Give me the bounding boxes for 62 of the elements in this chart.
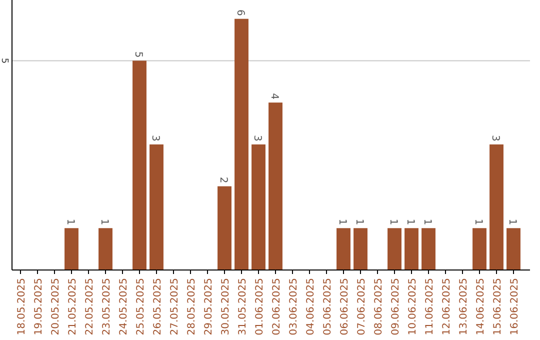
bar [150, 144, 164, 270]
data-label: 2 [218, 176, 228, 184]
x-tick-label: 10.06.2025 [408, 278, 418, 336]
data-label: 1 [336, 218, 348, 226]
bar [98, 228, 112, 270]
bar [132, 60, 146, 270]
x-tick-label: 05.06.2025 [322, 278, 334, 336]
x-tick-label: 22.05.2025 [84, 278, 96, 336]
bar [336, 228, 350, 270]
x-tick-label: 06.06.2025 [340, 278, 350, 336]
x-tick-label: 01.06.2025 [254, 278, 266, 336]
bar [404, 228, 418, 270]
x-tick-label: 13.06.2025 [458, 278, 470, 336]
data-label: 4 [268, 93, 280, 100]
x-tick-label: 19.05.2025 [34, 278, 44, 336]
data-label: 6 [234, 9, 246, 16]
x-tick-label: 09.06.2025 [390, 278, 402, 336]
data-label: 1 [98, 218, 110, 226]
x-tick-label: 16.06.2025 [510, 278, 520, 336]
x-tick-label: 21.05.2025 [68, 278, 78, 336]
data-label: 1 [64, 218, 76, 226]
bar [218, 186, 232, 270]
data-label: 3 [150, 135, 160, 142]
x-tick-label: 11.06.2025 [424, 278, 436, 336]
x-tick-label: 12.06.2025 [442, 278, 452, 336]
data-label: 3 [252, 135, 262, 142]
data-label: 1 [354, 218, 364, 226]
x-tick-label: 27.05.2025 [170, 278, 180, 336]
bar [252, 144, 266, 270]
x-tick-label: 14.06.2025 [476, 278, 486, 336]
x-tick-label: 18.05.2025 [16, 278, 28, 336]
bar [234, 18, 248, 270]
data-label: 3 [490, 135, 500, 142]
data-label: 1 [388, 218, 398, 226]
data-label: 1 [422, 218, 432, 226]
x-tick-label: 28.05.2025 [186, 278, 198, 336]
bar [490, 144, 504, 270]
data-label: 5 [132, 51, 144, 58]
x-tick-label: 04.06.2025 [306, 278, 316, 336]
data-label: 1 [404, 218, 416, 226]
x-tick-label: 03.06.2025 [288, 278, 300, 336]
x-tick-label: 15.06.2025 [492, 278, 504, 336]
x-tick-label: 26.05.2025 [152, 278, 164, 336]
x-tick-label: 31.05.2025 [238, 278, 248, 336]
data-label: 1 [472, 218, 484, 226]
x-tick-label: 02.06.2025 [272, 278, 282, 336]
bar [388, 228, 402, 270]
bar [354, 228, 368, 270]
x-tick-label: 30.05.2025 [220, 278, 232, 336]
x-tick-label: 25.05.2025 [136, 278, 146, 336]
bar [64, 228, 78, 270]
bar [422, 228, 436, 270]
bar [506, 228, 520, 270]
data-label: 1 [506, 218, 518, 226]
x-tick-label: 29.05.2025 [204, 278, 214, 336]
x-tick-label: 23.05.2025 [102, 278, 112, 336]
x-tick-label: 20.05.2025 [50, 278, 62, 336]
bar [268, 102, 282, 270]
x-tick-label: 07.06.2025 [356, 278, 368, 336]
x-tick-label: 08.06.2025 [374, 278, 384, 336]
bar [472, 228, 486, 270]
x-tick-label: 24.05.2025 [118, 278, 130, 336]
